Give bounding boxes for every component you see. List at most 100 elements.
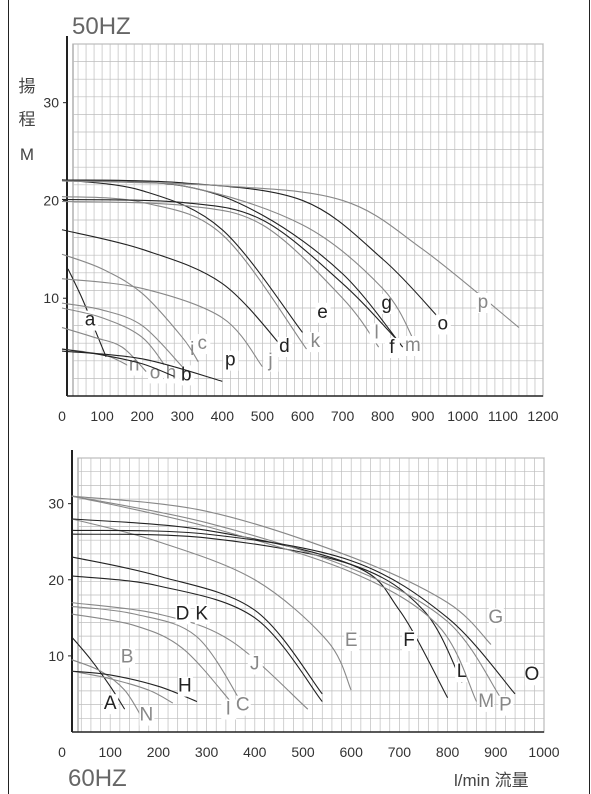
panel-2-curve-label-E: E — [345, 630, 358, 651]
panel-1-x-tick-label: 600 — [291, 408, 315, 424]
panel-1-x-tick-label: 700 — [331, 408, 355, 424]
panel-1-curve-k — [61, 195, 307, 350]
panel-2-curve-M — [71, 495, 478, 702]
panel-1-curve-label-o: o — [438, 314, 449, 335]
panel-2-curve-label-bg — [524, 665, 540, 686]
panel-2-curve-label-bg — [120, 647, 136, 668]
panel-1-curve-label-c: c — [198, 333, 208, 354]
panel-1-x-tick-label: 100 — [90, 408, 114, 424]
panel-1-curve-label-bg — [405, 336, 421, 357]
panel-2-curve-label-N: N — [139, 705, 153, 726]
panel-2-curve-label-bg — [194, 604, 210, 625]
panel-2-curve-label-G: G — [488, 607, 503, 628]
panel-2-curve-P — [71, 495, 502, 699]
panel-2-x-tick-label: 900 — [484, 744, 508, 760]
panel-1-x-tick-label: 500 — [251, 408, 275, 424]
panel-1-x-tick-label: 1000 — [447, 408, 478, 424]
panel-1-curve-p — [61, 180, 520, 328]
panel-2-curve-label-bg — [247, 654, 263, 675]
panel-2-x-tick-label: 1000 — [528, 744, 559, 760]
panel-1-curve-label-bg — [147, 363, 163, 384]
panel-1-curve-label-bg — [263, 351, 279, 372]
panel-2-curve-L — [71, 533, 463, 683]
panel-2-curve-label-L: L — [457, 661, 468, 682]
panel-1-curve-label-o: o — [150, 362, 161, 383]
panel-1-curve-label-bg — [384, 337, 400, 358]
panel-2-curve-label-M: M — [478, 691, 494, 712]
panel-1-curve-label-bg — [475, 293, 491, 313]
panel-1-curve-label-p: p — [225, 350, 236, 371]
panel-1-curve-label-bg — [223, 350, 239, 371]
panel-2-x-tick-label: 200 — [147, 744, 171, 760]
panel-2-header: 60HZ — [68, 765, 127, 792]
panel-1-curve-j — [61, 278, 263, 368]
panel-2-x-tick-label: 700 — [388, 744, 412, 760]
panel-1-curve-label-k: k — [311, 331, 321, 352]
panel-1-curve-b — [61, 348, 175, 377]
panel-1-curve-l — [61, 200, 380, 348]
panel-1-x-tick-label: 900 — [411, 408, 435, 424]
panel-2-curve-label-F: F — [403, 630, 415, 651]
panel-2-grid — [78, 457, 545, 733]
panel-1-header: 50HZ — [72, 13, 131, 40]
panel-2-curve-A — [71, 636, 126, 710]
panel-1-x-tick-label: 1100 — [488, 408, 518, 424]
panel-1-curve-label-j: j — [267, 351, 272, 372]
panel-1-curve-o — [61, 327, 147, 372]
panel-2-curve-label-J: J — [250, 654, 260, 675]
panel-2-x-tick-label: 800 — [436, 744, 460, 760]
panel-2-curve-D — [71, 556, 323, 695]
panel-2-curve-label-P: P — [499, 695, 512, 716]
panel-2-curve-label-bg — [344, 630, 360, 651]
panel-2-curve-label-bg — [103, 694, 119, 715]
panel-2-curve-label-D: D — [176, 603, 190, 624]
panel-2-curve-label-K: K — [195, 603, 208, 624]
panel-1-curve-i — [61, 302, 183, 368]
panel-2-x-tick-label: 300 — [195, 744, 219, 760]
panel-2-curve-label-bg — [221, 699, 237, 720]
panel-1-curve-label-f: f — [389, 337, 395, 358]
panel-1-x-tick-label: 400 — [211, 408, 235, 424]
panel-2-curve-B — [71, 670, 174, 704]
panel-1-curve-label-p: p — [478, 292, 489, 313]
panel-1-grid — [73, 43, 544, 397]
panel-1-y-label: 程 — [19, 110, 36, 129]
panel-2-x-label: l/min 流量 — [454, 771, 529, 790]
panel-2-curve-label-bg — [177, 676, 193, 697]
chart-frame — [8, 0, 590, 794]
panel-2-x-tick-label: 100 — [99, 744, 123, 760]
panel-2-curve-I — [71, 613, 232, 702]
panel-1-curve-o — [61, 179, 440, 319]
panel-2-curve-E — [71, 518, 352, 691]
panel-1-curve-label-i: i — [190, 339, 194, 360]
panel-1-curve-label-bg — [435, 314, 451, 335]
panel-2-curve-label-I: I — [226, 698, 231, 719]
panel-2-curve-label-A: A — [104, 693, 117, 714]
panel-2-curve-label-C: C — [236, 695, 250, 716]
panel-1-curve-label-bg — [369, 323, 385, 344]
panel-1-curve-label-bg — [179, 365, 195, 386]
panel-2-y-tick-label: 20 — [48, 572, 64, 588]
panel-1-curve-label-bg — [277, 337, 293, 357]
panel-1-curve-d — [61, 229, 287, 353]
panel-2-x-tick-label: 600 — [340, 744, 364, 760]
panel-2-curve-label-bg — [402, 630, 418, 651]
panel-1-curve-label-b: b — [181, 364, 192, 385]
panel-1-y-label: 揚 — [19, 77, 36, 96]
panel-2-x-tick-label: 400 — [243, 744, 267, 760]
panel-1-curve-label-bg — [308, 332, 324, 353]
panel-2-y-tick-label: 30 — [48, 496, 64, 512]
panel-2-y-tick-label: 10 — [48, 648, 64, 664]
panel-1-x-tick-label: 1200 — [527, 408, 558, 424]
panel-1-curve-label-bg — [164, 363, 180, 384]
panel-1-y-tick-label: 30 — [43, 95, 59, 111]
panel-1-curve-label-h: h — [166, 362, 177, 383]
panel-2-curve-label-bg — [488, 608, 504, 629]
panel-2-curve-label-bg — [235, 695, 251, 716]
panel-2-curve-O — [71, 529, 516, 695]
panel-1-x-tick-label: 800 — [371, 408, 395, 424]
panel-1-curve-m — [61, 180, 416, 343]
panel-1-x-tick-label: 300 — [171, 408, 195, 424]
panel-2-curve-label-bg — [498, 695, 514, 716]
panel-1-curve-h — [61, 307, 171, 374]
